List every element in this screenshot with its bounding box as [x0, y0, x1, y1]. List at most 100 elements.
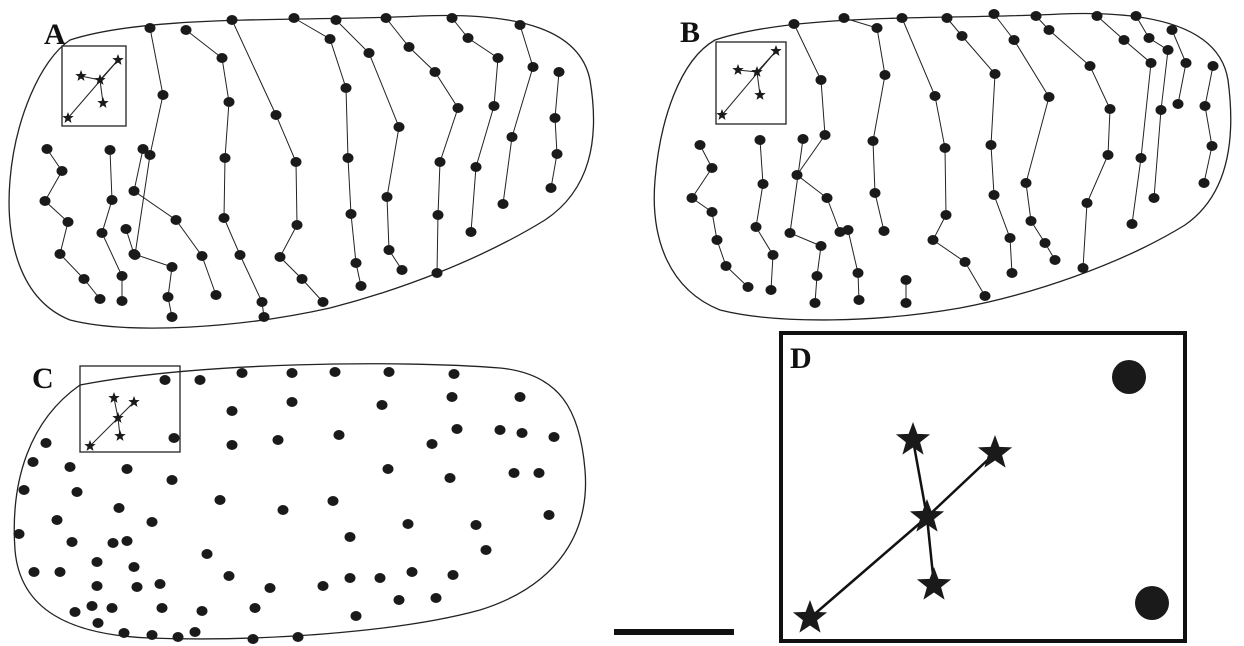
b-nucleus	[979, 291, 991, 301]
a-nucleus	[116, 296, 128, 306]
c-nucleus	[128, 562, 140, 572]
b-chain-4	[946, 17, 1013, 274]
c-nucleus	[66, 537, 78, 547]
c-star-link	[89, 417, 119, 447]
c-nucleus	[107, 538, 119, 548]
a-neuroblast-star-icon	[97, 97, 109, 108]
a-nucleus	[116, 271, 128, 281]
panel-d-frame	[779, 331, 1187, 643]
c-nucleus	[444, 473, 456, 483]
c-nucleus	[156, 603, 168, 613]
c-nucleus	[344, 532, 356, 542]
c-nucleus	[272, 435, 284, 445]
d-neuroblast-star-icon	[977, 435, 1013, 468]
b-nucleus	[1043, 92, 1055, 102]
b-nucleus	[988, 190, 1000, 200]
c-nucleus	[201, 549, 213, 559]
a-nucleus	[506, 132, 518, 142]
c-nucleus	[382, 464, 394, 474]
c-nucleus	[376, 400, 388, 410]
embryo-outline-b	[653, 12, 1232, 321]
b-nucleus	[821, 193, 833, 203]
c-nucleus	[494, 425, 506, 435]
a-chain-6	[385, 17, 459, 274]
a-nucleus	[219, 153, 231, 163]
c-neuroblast-star-icon	[128, 396, 140, 407]
a-nucleus	[223, 97, 235, 107]
a-nucleus	[166, 262, 178, 272]
a-nucleus	[274, 252, 286, 262]
a-nucleus	[39, 196, 51, 206]
c-nucleus	[13, 529, 25, 539]
panel-label-a: A	[44, 18, 66, 51]
a-neuroblast-star-icon	[62, 112, 74, 123]
b-nucleus	[815, 241, 827, 251]
b-nucleus	[959, 257, 971, 267]
c-nucleus	[277, 505, 289, 515]
c-nucleus	[106, 603, 118, 613]
c-nucleus	[223, 571, 235, 581]
c-nucleus	[350, 611, 362, 621]
b-nucleus	[941, 13, 953, 23]
d-neuroblast-star-icon	[895, 422, 931, 455]
c-nucleus	[18, 485, 30, 495]
c-nucleus	[286, 368, 298, 378]
inset-box-b	[715, 41, 787, 125]
b-nucleus	[956, 31, 968, 41]
a-nucleus	[497, 199, 509, 209]
c-nucleus	[159, 375, 171, 385]
a-neuroblast-star-icon	[75, 70, 87, 81]
d-star-link	[926, 452, 996, 518]
panel-b: B	[653, 9, 1232, 321]
b-nucleus	[1155, 105, 1167, 115]
a-nucleus	[196, 251, 208, 261]
c-nucleus	[28, 567, 40, 577]
neuroblast-stars-b	[716, 45, 782, 120]
b-nucleus	[939, 143, 951, 153]
d-star-link	[911, 439, 929, 518]
a-nucleus	[514, 20, 526, 30]
c-neuroblast-star-icon	[112, 412, 124, 423]
b-nucleus	[694, 140, 706, 150]
b-nucleus	[1206, 141, 1218, 151]
b-chain-12	[755, 139, 774, 291]
c-nucleus	[480, 545, 492, 555]
b-nucleus	[1135, 153, 1147, 163]
c-nucleus	[383, 367, 395, 377]
b-nucleus	[1077, 263, 1089, 273]
a-nucleus	[363, 48, 375, 58]
b-nucleus	[1148, 193, 1160, 203]
b-nucleus	[1102, 150, 1114, 160]
a-nucleus	[545, 183, 557, 193]
a-nucleus	[434, 157, 446, 167]
a-nucleus	[549, 113, 561, 123]
c-nucleus	[236, 368, 248, 378]
a-nucleus	[218, 213, 230, 223]
panel-label-d: D	[790, 342, 812, 375]
a-nucleus	[226, 15, 238, 25]
embryo-outline-a	[8, 14, 595, 329]
c-nucleus	[71, 487, 83, 497]
b-nucleus	[742, 282, 754, 292]
b-nucleus	[811, 271, 823, 281]
c-nucleus	[426, 439, 438, 449]
c-nucleus	[91, 581, 103, 591]
a-nucleus	[355, 281, 367, 291]
panel-label-c: C	[32, 362, 54, 395]
b-nucleus	[867, 136, 879, 146]
a-nucleus	[144, 23, 156, 33]
nuclei-b	[686, 9, 1219, 308]
b-nucleus	[1049, 255, 1061, 265]
b-nucleus	[1130, 11, 1142, 21]
a-nucleus	[396, 265, 408, 275]
a-nucleus	[340, 83, 352, 93]
a-nucleus	[296, 274, 308, 284]
b-nucleus	[1104, 104, 1116, 114]
a-nucleus	[465, 227, 477, 237]
b-nucleus	[750, 222, 762, 232]
b-nucleus	[871, 23, 883, 33]
b-nucleus	[706, 207, 718, 217]
b-nucleus	[1039, 238, 1051, 248]
b-nucleus	[1091, 11, 1103, 21]
a-nucleus	[551, 149, 563, 159]
